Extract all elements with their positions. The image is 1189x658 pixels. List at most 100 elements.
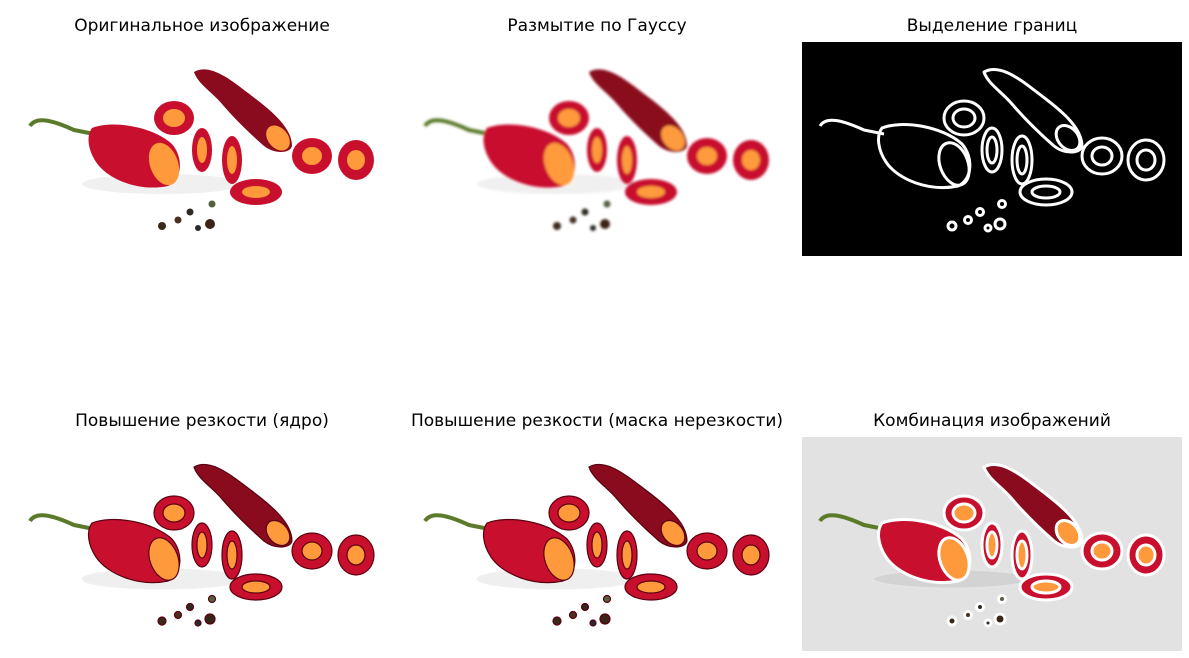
peppercorn-shape: [157, 616, 167, 626]
image-gaussian-blur: [407, 42, 787, 256]
slice-core-shape: [302, 147, 322, 165]
slice-core-shape: [197, 137, 207, 163]
peppercorn-shape: [195, 225, 201, 231]
stem-shape: [423, 118, 490, 136]
slice-core-shape: [226, 540, 238, 570]
slice-core-shape: [1030, 579, 1062, 595]
slice-core-shape: [985, 530, 999, 560]
slice-core-shape: [347, 150, 365, 170]
curved-cut-end-shape: [661, 125, 685, 151]
curved-cut-end-shape: [1054, 123, 1082, 153]
slice-core-shape: [557, 503, 581, 523]
slice-core-shape: [985, 135, 999, 165]
peppercorn-shape: [590, 225, 596, 231]
peppercorn-shape: [997, 594, 1007, 604]
peppercorn-shape: [963, 610, 973, 620]
cut-end-shape: [543, 537, 575, 581]
slice-core-shape: [622, 146, 632, 174]
slice-core-shape: [346, 544, 366, 566]
cut-end-shape: [937, 141, 971, 187]
slice-core-shape: [1090, 540, 1114, 562]
peppercorn-shape: [569, 216, 577, 224]
cut-end-shape: [148, 537, 180, 581]
panel-title-edge-detection: Выделение границ: [906, 16, 1078, 36]
peppercorn-shape: [173, 610, 183, 620]
curved-cut-end-shape: [266, 125, 290, 151]
image-combined: [802, 437, 1182, 651]
photo-background: [802, 42, 1182, 256]
peppercorn-shape: [194, 619, 202, 627]
slice-core-shape: [1030, 184, 1062, 200]
peppercorn-shape: [600, 219, 610, 229]
panel-title-gaussian-blur: Размытие по Гауссу: [507, 16, 687, 36]
stem-shape: [28, 118, 95, 136]
stem-shape: [818, 118, 885, 136]
panel-title-sharpen-kernel: Повышение резкости (ядро): [75, 411, 329, 431]
cut-end-shape: [148, 142, 180, 186]
slice-core-shape: [558, 109, 580, 127]
stem-shape: [818, 513, 885, 531]
peppercorn-shape: [158, 222, 166, 230]
pepper-photo: [407, 437, 787, 651]
peppercorn-shape: [993, 612, 1007, 626]
peppercorn-shape: [552, 616, 562, 626]
peppercorn-shape: [589, 619, 597, 627]
peppercorn-shape: [603, 200, 611, 208]
peppercorn-shape: [553, 222, 561, 230]
slice-core-shape: [1015, 539, 1029, 571]
image-original: [12, 42, 392, 256]
slice-shape: [1080, 136, 1124, 176]
peppercorn-shape: [205, 219, 215, 229]
slice-core-shape: [1135, 543, 1157, 567]
slice-core-shape: [697, 147, 717, 165]
peppercorn-shape: [174, 216, 182, 224]
stem-shape: [28, 513, 95, 531]
pepper-photo: [407, 42, 787, 256]
slice-shape: [1018, 177, 1074, 207]
slice-shape: [980, 126, 1004, 174]
peppercorn-shape: [580, 602, 590, 612]
pepper-photo: [12, 42, 392, 256]
peppercorn-shape: [208, 200, 216, 208]
panel-title-combined: Комбинация изображений: [873, 411, 1111, 431]
slice-core-shape: [741, 544, 761, 566]
peppercorn-shape: [946, 615, 958, 627]
peppercorn-shape: [186, 208, 194, 216]
slice-core-shape: [301, 541, 323, 561]
peppercorn-shape: [963, 215, 973, 225]
pepper-photo: [12, 437, 392, 651]
pepper-photo: [802, 437, 1182, 651]
peppercorn-shape: [568, 610, 578, 620]
peppercorn-shape: [599, 613, 611, 625]
slice-shape: [942, 99, 986, 137]
slice-core-shape: [227, 146, 237, 174]
peppercorn-shape: [204, 613, 216, 625]
slice-core-shape: [621, 540, 633, 570]
panel-title-original: Оригинальное изображение: [74, 16, 330, 36]
stem-shape: [423, 513, 490, 531]
slice-core-shape: [1015, 144, 1029, 176]
peppercorn-shape: [581, 208, 589, 216]
peppercorn-shape: [185, 602, 195, 612]
slice-core-shape: [592, 137, 602, 163]
slice-core-shape: [1135, 148, 1157, 172]
peppercorn-shape: [997, 199, 1007, 209]
slice-core-shape: [591, 531, 603, 559]
slice-shape: [1010, 134, 1034, 186]
peppercorn-shape: [975, 207, 985, 217]
pepper-photo: [802, 42, 1182, 256]
slice-core-shape: [951, 107, 977, 129]
curved-cut-end-shape: [265, 519, 291, 547]
slice-core-shape: [196, 531, 208, 559]
image-sharpen-kernel: [12, 437, 392, 651]
slice-core-shape: [162, 503, 186, 523]
slice-core-shape: [951, 502, 977, 524]
peppercorn-shape: [975, 602, 985, 612]
peppercorn-shape: [983, 618, 993, 628]
image-unsharp-mask: [407, 437, 787, 651]
slice-core-shape: [242, 186, 270, 198]
slice-core-shape: [163, 109, 185, 127]
curved-cut-end-shape: [1054, 518, 1082, 548]
image-edge-detection: [802, 42, 1182, 256]
slice-shape: [1126, 138, 1166, 182]
